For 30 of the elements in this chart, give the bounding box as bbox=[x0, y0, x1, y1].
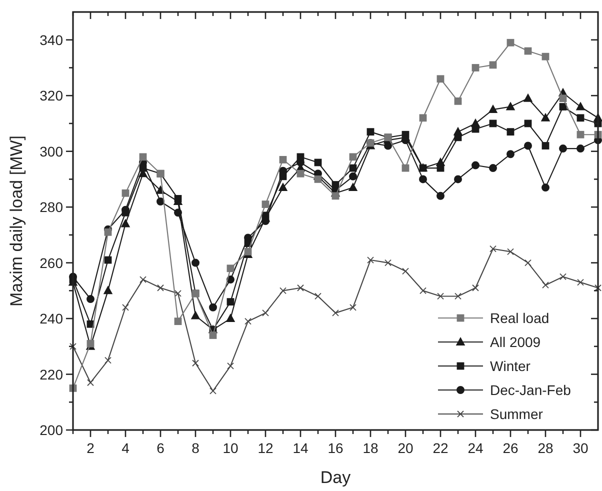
x-tick-label: 28 bbox=[538, 440, 554, 456]
x-tick-label: 24 bbox=[468, 440, 484, 456]
x-tick-label: 8 bbox=[192, 440, 200, 456]
x-tick-label: 6 bbox=[156, 440, 165, 456]
x-tick-label: 16 bbox=[328, 440, 344, 456]
y-axis-title: Maxim daily load [MW] bbox=[7, 136, 26, 306]
legend-label: Real load bbox=[490, 310, 550, 326]
y-tick-label: 300 bbox=[40, 143, 64, 160]
x-tick-label: 14 bbox=[292, 440, 308, 456]
x-tick-label: 22 bbox=[432, 440, 448, 456]
x-axis-title: Day bbox=[320, 468, 352, 487]
y-tick-label: 200 bbox=[40, 422, 64, 438]
legend-label: Summer bbox=[490, 406, 544, 422]
legend-label: All 2009 bbox=[490, 334, 541, 350]
y-tick-label: 220 bbox=[40, 366, 64, 382]
y-tick-label: 240 bbox=[40, 310, 64, 327]
x-tick-label: 2 bbox=[86, 440, 95, 456]
y-tick-label: 280 bbox=[40, 199, 64, 216]
x-tick-label: 26 bbox=[502, 440, 518, 456]
x-tick-label: 18 bbox=[362, 440, 378, 456]
x-tick-label: 20 bbox=[398, 440, 414, 456]
y-tick-label: 320 bbox=[40, 88, 64, 104]
legend-label: Winter bbox=[490, 358, 531, 374]
y-tick-label: 340 bbox=[40, 32, 64, 48]
x-tick-label: 12 bbox=[258, 440, 274, 456]
legend-label: Dec-Jan-Feb bbox=[490, 382, 572, 398]
x-tick-label: 4 bbox=[122, 440, 130, 456]
x-tick-label: 30 bbox=[572, 440, 588, 456]
x-tick-label: 10 bbox=[222, 440, 238, 456]
y-tick-label: 260 bbox=[40, 254, 64, 271]
